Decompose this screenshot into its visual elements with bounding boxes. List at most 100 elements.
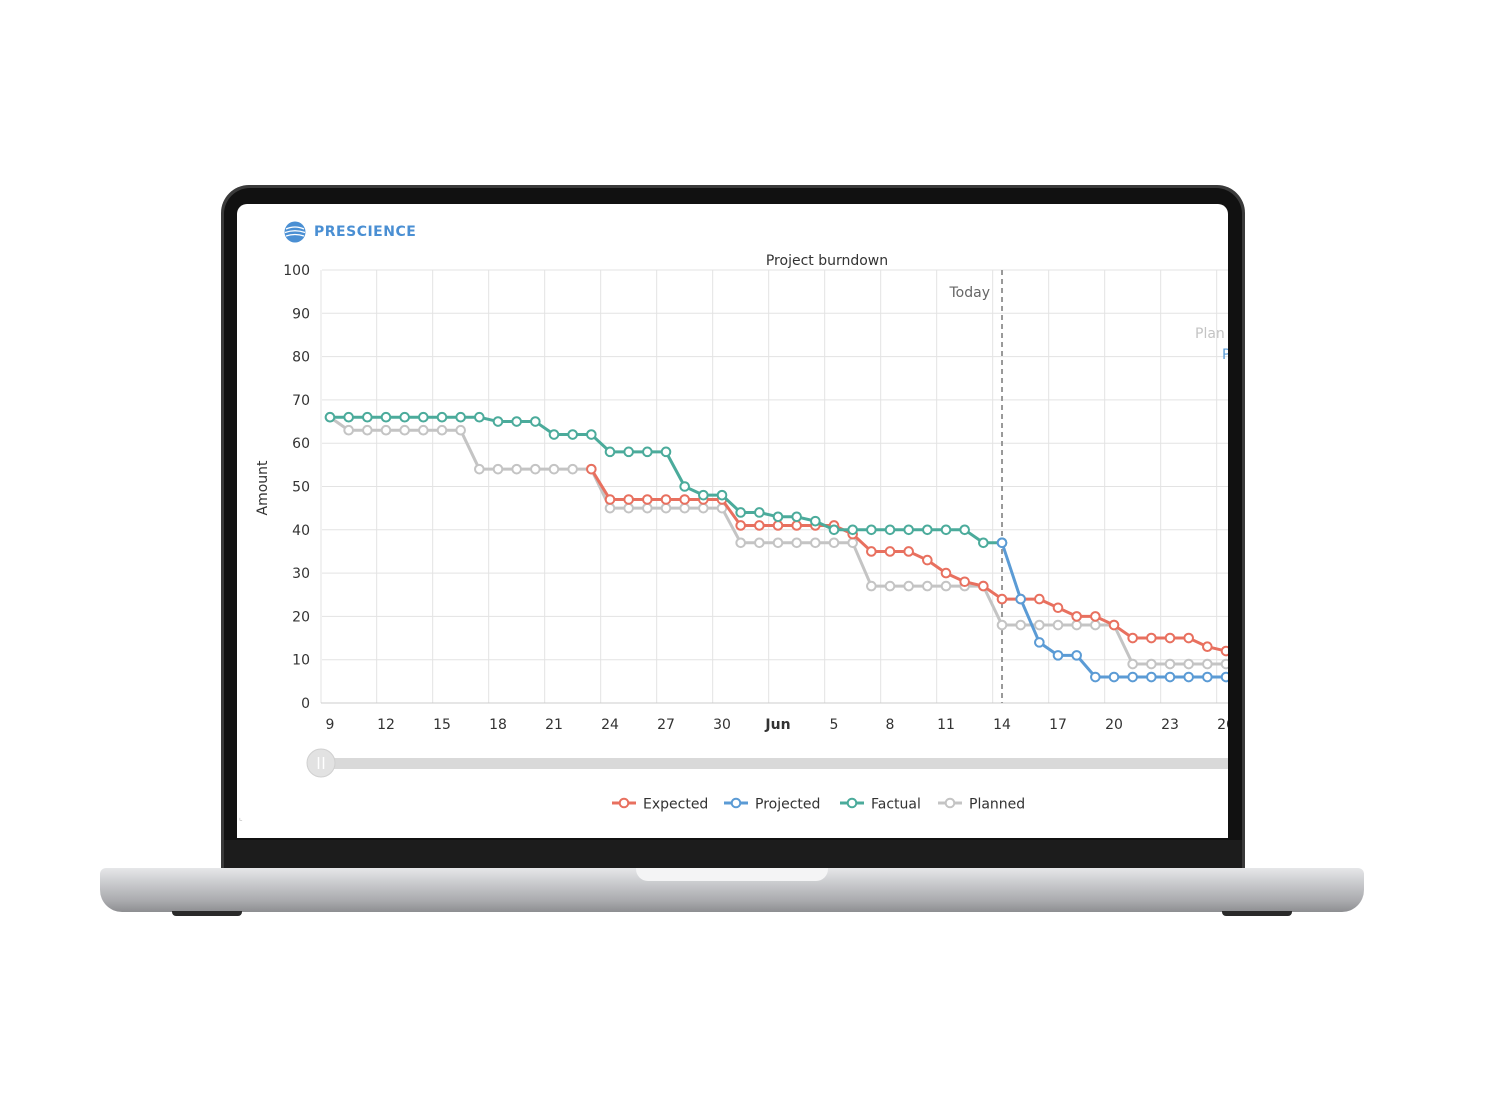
expected-point bbox=[1052, 602, 1064, 614]
expected-point bbox=[791, 520, 802, 531]
factual-point bbox=[492, 416, 504, 427]
expected-point bbox=[772, 520, 784, 531]
expected-point bbox=[940, 567, 952, 579]
y-tick-label: 40 bbox=[292, 523, 310, 539]
x-tick-label: 18 bbox=[489, 717, 507, 733]
planned-point bbox=[418, 424, 429, 436]
projected-point bbox=[1164, 671, 1176, 683]
x-tick-label: 5 bbox=[830, 717, 839, 733]
x-tick-label: 15 bbox=[433, 717, 451, 733]
legend-marker-icon bbox=[618, 797, 630, 809]
projected-end-label: P bbox=[1222, 347, 1228, 363]
factual-point bbox=[884, 524, 896, 536]
y-tick-label: 30 bbox=[292, 566, 310, 582]
factual-point bbox=[828, 524, 840, 536]
planned-point bbox=[343, 424, 354, 436]
factual-point bbox=[716, 489, 728, 501]
planned-point bbox=[1146, 658, 1157, 670]
plan-label: Plan bbox=[1195, 326, 1225, 342]
factual-point bbox=[399, 411, 410, 423]
expected-point bbox=[1183, 632, 1194, 644]
legend-item-expected[interactable]: Expected bbox=[612, 797, 708, 813]
expected-point bbox=[754, 520, 765, 531]
series-expected bbox=[586, 463, 1228, 657]
factual-point bbox=[791, 511, 802, 523]
burndown-chart: 0 10 20 30 40 50 60 70 80 90 100 9 12 15 18 21 24 27 30 Ju… bbox=[239, 253, 1228, 822]
expected-point bbox=[1202, 641, 1213, 653]
factual-point bbox=[642, 446, 653, 458]
planned-point bbox=[548, 463, 560, 475]
x-tick-label: 12 bbox=[377, 717, 395, 733]
range-slider-track[interactable] bbox=[322, 758, 1228, 769]
planned-point bbox=[362, 424, 373, 436]
expected-point bbox=[642, 494, 653, 505]
planned-point bbox=[1015, 619, 1026, 631]
planned-point bbox=[903, 580, 914, 592]
legend-label: Projected bbox=[755, 797, 820, 813]
brand-name: PRESCIENCE bbox=[314, 224, 417, 240]
planned-point bbox=[679, 502, 690, 514]
planned-point bbox=[492, 463, 504, 475]
projected-point bbox=[1071, 650, 1082, 661]
factual-point bbox=[866, 524, 877, 536]
x-tick-label: 26 bbox=[1217, 717, 1228, 733]
factual-point bbox=[978, 537, 989, 549]
legend-item-projected[interactable]: Projected bbox=[724, 797, 820, 813]
expected-point bbox=[1146, 632, 1157, 644]
factual-point bbox=[922, 524, 933, 536]
y-axis-ticks: 0 10 20 30 40 50 60 70 80 90 100 bbox=[283, 263, 310, 712]
planned-point bbox=[1220, 658, 1228, 670]
factual-point bbox=[754, 507, 765, 518]
range-slider-handle[interactable] bbox=[306, 748, 336, 778]
factual-point bbox=[847, 524, 858, 536]
y-tick-label: 100 bbox=[283, 263, 310, 279]
factual-point bbox=[810, 515, 821, 527]
legend: Expected Projected Factual Planned bbox=[612, 797, 1025, 813]
y-axis-label: Amount bbox=[255, 460, 271, 516]
today-label: Today bbox=[949, 285, 991, 301]
x-tick-label: 21 bbox=[545, 717, 563, 733]
legend-label: Factual bbox=[871, 797, 921, 813]
planned-point bbox=[1090, 619, 1101, 631]
factual-point bbox=[903, 524, 914, 536]
factual-point bbox=[567, 429, 578, 440]
projected-point bbox=[1034, 637, 1045, 648]
y-tick-label: 60 bbox=[292, 436, 310, 452]
planned-point bbox=[940, 580, 952, 592]
planned-point bbox=[436, 424, 448, 436]
planned-point bbox=[828, 537, 840, 549]
planned-point bbox=[810, 537, 821, 549]
expected-point bbox=[1108, 619, 1120, 631]
planned-point bbox=[1034, 619, 1045, 631]
planned-point bbox=[1202, 658, 1213, 670]
factual-point bbox=[530, 416, 541, 427]
factual-point bbox=[324, 411, 336, 423]
planned-point bbox=[567, 463, 578, 475]
legend-item-planned[interactable]: Planned bbox=[938, 797, 1025, 813]
laptop-foot-right bbox=[1222, 911, 1292, 916]
expected-point bbox=[903, 546, 914, 557]
factual-point bbox=[623, 446, 634, 458]
legend-label: Expected bbox=[643, 797, 708, 813]
series-planned bbox=[324, 411, 1228, 670]
x-tick-label: 23 bbox=[1161, 717, 1179, 733]
factual-point bbox=[380, 411, 392, 423]
planned-point bbox=[380, 424, 392, 436]
x-tick-label: 11 bbox=[937, 717, 955, 733]
planned-point bbox=[1164, 658, 1176, 670]
expected-point bbox=[866, 546, 877, 557]
expected-point bbox=[1220, 645, 1228, 657]
factual-point bbox=[940, 524, 952, 536]
factual-point bbox=[604, 446, 616, 458]
planned-point bbox=[1052, 619, 1064, 631]
legend-marker-icon bbox=[730, 797, 742, 809]
y-tick-label: 10 bbox=[292, 653, 310, 669]
planned-point bbox=[1071, 619, 1082, 631]
legend-item-factual[interactable]: Factual bbox=[840, 797, 921, 813]
laptop-screen: 0 10 20 30 40 50 60 70 80 90 100 9 12 15 18 21 24 27 30 Ju… bbox=[237, 204, 1228, 838]
planned-point bbox=[996, 619, 1008, 631]
brand-logo: PRESCIENCE bbox=[284, 221, 416, 243]
planned-point bbox=[642, 502, 653, 514]
series-layer bbox=[324, 411, 1228, 683]
factual-point bbox=[455, 411, 466, 423]
